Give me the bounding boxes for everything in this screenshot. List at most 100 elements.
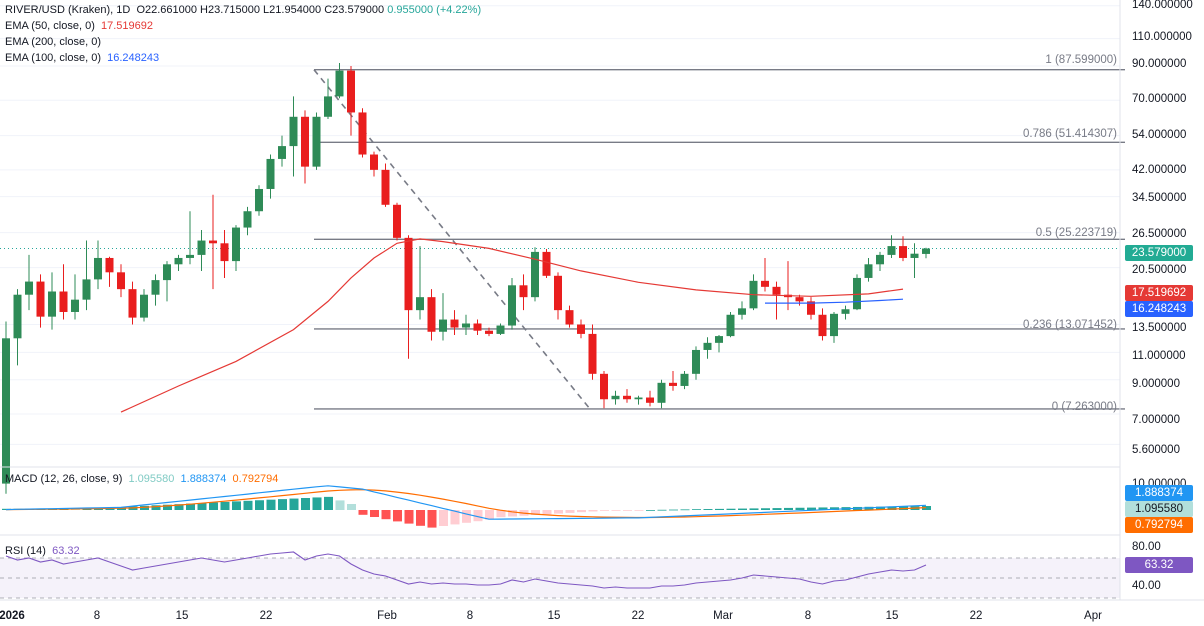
ema200-legend[interactable]: EMA (200, close, 0): [5, 35, 101, 49]
macd-histogram-bar: [186, 503, 195, 510]
ema50-label: EMA (50, close, 0): [5, 20, 95, 32]
macd-histogram-bar: [830, 507, 839, 510]
macd-histogram-bar: [611, 510, 621, 511]
trend-line-dashed[interactable]: [313, 69, 591, 410]
macd-line-badge: 1.888374: [1125, 485, 1193, 501]
macd-histogram-bar: [646, 510, 655, 511]
macd-histogram-bar: [450, 510, 460, 525]
macd-histogram-bar: [485, 510, 494, 520]
symbol-name: RIVER/USD (Kraken), 1D: [5, 4, 131, 16]
candle-body: [197, 240, 206, 255]
candle-body: [600, 373, 608, 400]
candle-body: [404, 237, 413, 311]
candle-body: [830, 313, 838, 337]
macd-pane[interactable]: [2, 485, 931, 528]
rsi-label: RSI (14): [5, 545, 46, 557]
macd-histogram-bar: [358, 510, 368, 515]
candle-body: [922, 248, 930, 254]
candle-body: [531, 251, 539, 298]
macd-histogram-bar: [818, 507, 828, 510]
price-tick: 20.500000: [1132, 264, 1187, 276]
macd-histogram-bar: [749, 508, 759, 510]
macd-histogram-bar: [795, 507, 805, 510]
macd-histogram-bar: [232, 501, 241, 510]
macd-histogram-bar: [554, 510, 563, 514]
date-tick: 22: [631, 610, 645, 622]
candle-body: [795, 297, 804, 302]
price-tick: 9.000000: [1132, 378, 1180, 390]
ema50-legend[interactable]: EMA (50, close, 0) 17.519692: [5, 19, 153, 33]
macd-signal-badge: 0.792794: [1125, 517, 1193, 533]
price-tick: 90.000000: [1132, 58, 1187, 70]
candle-body: [427, 297, 436, 332]
date-tick-month: Feb: [377, 610, 397, 622]
macd-histogram-bar: [381, 510, 391, 520]
ema100-legend[interactable]: EMA (100, close, 0) 16.248243: [5, 51, 159, 65]
candle-body: [243, 211, 252, 228]
rsi-tick: 40.00: [1132, 580, 1161, 592]
macd-histogram-bar: [922, 506, 931, 510]
macd-histogram-bar: [266, 499, 276, 510]
ema100-line: [765, 298, 904, 304]
candle-body: [634, 397, 643, 400]
price-tick: 54.000000: [1132, 129, 1187, 141]
macd-histogram-bar: [301, 498, 310, 510]
ema50-badge: 17.519692: [1125, 285, 1193, 301]
macd-histogram-bar: [692, 509, 701, 510]
ema100-badge: 16.248243: [1125, 301, 1193, 317]
date-tick: 15: [547, 610, 561, 622]
macd-histogram-bar: [416, 510, 425, 526]
candle-body: [347, 70, 355, 113]
candle-body: [508, 285, 516, 326]
ohlc-values: O22.661000 H23.715000 L21.954000 C23.579…: [136, 4, 385, 16]
candle-body: [485, 330, 493, 334]
macd-histogram-bar: [657, 509, 667, 511]
candle-body: [462, 323, 470, 328]
macd-histogram-bar: [669, 509, 678, 511]
candle-body: [105, 257, 114, 273]
macd-hist-badge: 1.095580: [1125, 501, 1193, 517]
macd-legend[interactable]: MACD (12, 26, close, 9) 1.095580 1.88837…: [5, 472, 278, 486]
date-tick: 22: [259, 610, 273, 622]
rsi-pane[interactable]: [0, 551, 1120, 599]
candle-body: [151, 280, 160, 295]
date-tick: 8: [93, 610, 101, 622]
rsi-legend[interactable]: RSI (14) 63.32: [5, 544, 80, 558]
macd-histogram-bar: [784, 507, 793, 510]
price-tick: 110.000000: [1132, 31, 1192, 43]
candle-body: [450, 319, 459, 328]
price-tick: 34.500000: [1132, 192, 1187, 204]
macd-histogram-bar: [347, 504, 356, 510]
candle-body: [117, 272, 125, 290]
candle-body: [174, 257, 183, 265]
ema100-label: EMA (100, close, 0): [5, 52, 101, 64]
date-tick: 15: [885, 610, 899, 622]
candlestick-series[interactable]: [2, 63, 930, 494]
macd-histogram-bar: [600, 510, 609, 511]
price-tick: 7.000000: [1132, 414, 1180, 426]
candle-body: [853, 277, 861, 310]
macd-histogram-bar: [577, 510, 586, 513]
candle-body: [577, 324, 585, 334]
fib-label-0786: 0.786 (51.414307): [1023, 128, 1117, 140]
grid-lines: [0, 5, 1120, 445]
candle-body: [381, 169, 390, 205]
macd-histogram-bar: [680, 509, 690, 511]
price-tick: 11.000000: [1132, 350, 1186, 362]
candle-body: [82, 279, 91, 300]
ema200-label: EMA (200, close, 0): [5, 36, 101, 48]
rsi-line: [5, 551, 927, 589]
macd-histogram-bar: [289, 498, 299, 510]
candle-body: [554, 275, 562, 311]
candle-body: [565, 310, 574, 325]
macd-histogram-bar: [427, 510, 437, 528]
macd-histogram-bar: [312, 497, 322, 510]
macd-histogram-bar: [335, 500, 345, 510]
date-tick-month: Apr: [1084, 610, 1102, 622]
fibonacci-retracement[interactable]: [314, 68, 1125, 410]
symbol-legend[interactable]: RIVER/USD (Kraken), 1D O22.661000 H23.71…: [5, 3, 481, 17]
macd-histogram-bar: [174, 504, 184, 510]
candle-body: [393, 204, 401, 238]
candle-body: [841, 309, 850, 314]
